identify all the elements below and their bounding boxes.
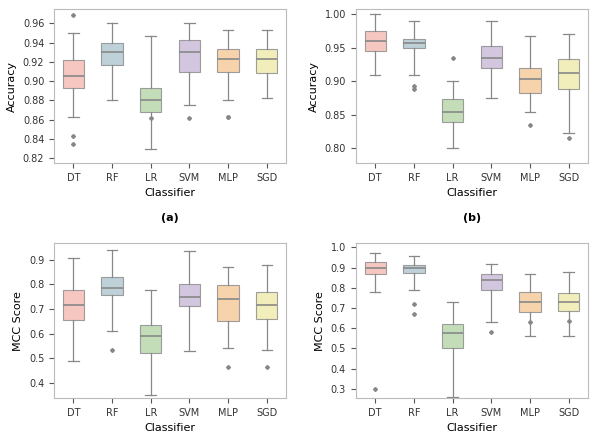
PathPatch shape: [403, 39, 425, 48]
PathPatch shape: [442, 324, 463, 348]
PathPatch shape: [558, 293, 579, 311]
Y-axis label: MCC Score: MCC Score: [13, 291, 23, 351]
PathPatch shape: [481, 274, 502, 290]
PathPatch shape: [403, 265, 425, 273]
PathPatch shape: [256, 292, 277, 319]
PathPatch shape: [442, 99, 463, 122]
PathPatch shape: [63, 290, 84, 320]
PathPatch shape: [217, 286, 239, 321]
PathPatch shape: [179, 284, 200, 306]
PathPatch shape: [140, 88, 161, 112]
PathPatch shape: [520, 292, 541, 312]
X-axis label: Classifier: Classifier: [145, 188, 196, 198]
Text: (a): (a): [161, 213, 179, 223]
PathPatch shape: [179, 40, 200, 72]
Y-axis label: Accuracy: Accuracy: [309, 61, 319, 111]
PathPatch shape: [101, 42, 122, 65]
PathPatch shape: [558, 59, 579, 89]
PathPatch shape: [365, 31, 386, 51]
Text: (b): (b): [463, 213, 481, 223]
PathPatch shape: [140, 325, 161, 353]
Y-axis label: MCC Score: MCC Score: [315, 291, 325, 351]
PathPatch shape: [481, 46, 502, 68]
Y-axis label: Accuracy: Accuracy: [7, 61, 17, 111]
PathPatch shape: [365, 262, 386, 274]
PathPatch shape: [217, 50, 239, 72]
X-axis label: Classifier: Classifier: [446, 188, 497, 198]
X-axis label: Classifier: Classifier: [446, 423, 497, 433]
PathPatch shape: [63, 60, 84, 88]
X-axis label: Classifier: Classifier: [145, 423, 196, 433]
PathPatch shape: [520, 68, 541, 93]
PathPatch shape: [256, 50, 277, 73]
PathPatch shape: [101, 277, 122, 295]
